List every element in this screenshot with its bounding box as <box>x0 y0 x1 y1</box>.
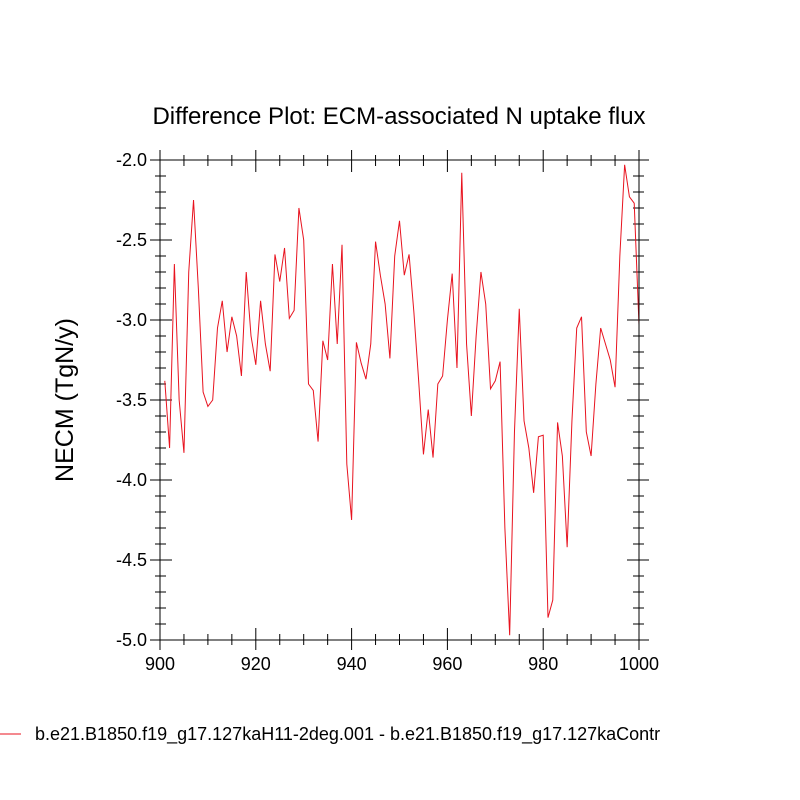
x-tick-label: 960 <box>432 654 462 674</box>
x-tick-label: 980 <box>528 654 558 674</box>
y-axis-label: NECM (TgN/y) <box>51 318 79 482</box>
y-tick-label: -3.5 <box>116 390 147 410</box>
chart-title: Difference Plot: ECM-associated N uptake… <box>152 103 645 130</box>
y-tick-label: -5.0 <box>116 630 147 650</box>
series-line <box>164 164 640 636</box>
x-tick-label: 1000 <box>619 654 659 674</box>
y-tick-label: -2.0 <box>116 150 147 170</box>
x-tick-label: 940 <box>337 654 367 674</box>
y-tick-label: -4.5 <box>116 550 147 570</box>
y-tick-label: -4.0 <box>116 470 147 490</box>
plot-frame <box>159 159 640 641</box>
y-tick-label: -3.0 <box>116 310 147 330</box>
x-tick-label: 900 <box>145 654 175 674</box>
x-tick-label: 920 <box>241 654 271 674</box>
axis-tick-labels: 900 920 940 960 980 1000 -2.0 -2.5 -3.0 -3.5 -4.0 -… <box>116 150 659 674</box>
y-tick-label: -2.5 <box>116 230 147 250</box>
legend-label: b.e21.B1850.f19_g17.127kaH11-2deg.001 - … <box>35 724 660 745</box>
legend: b.e21.B1850.f19_g17.127kaH11-2deg.001 - … <box>0 724 660 745</box>
y-axis-label-group: NECM (TgN/y) <box>51 318 79 482</box>
